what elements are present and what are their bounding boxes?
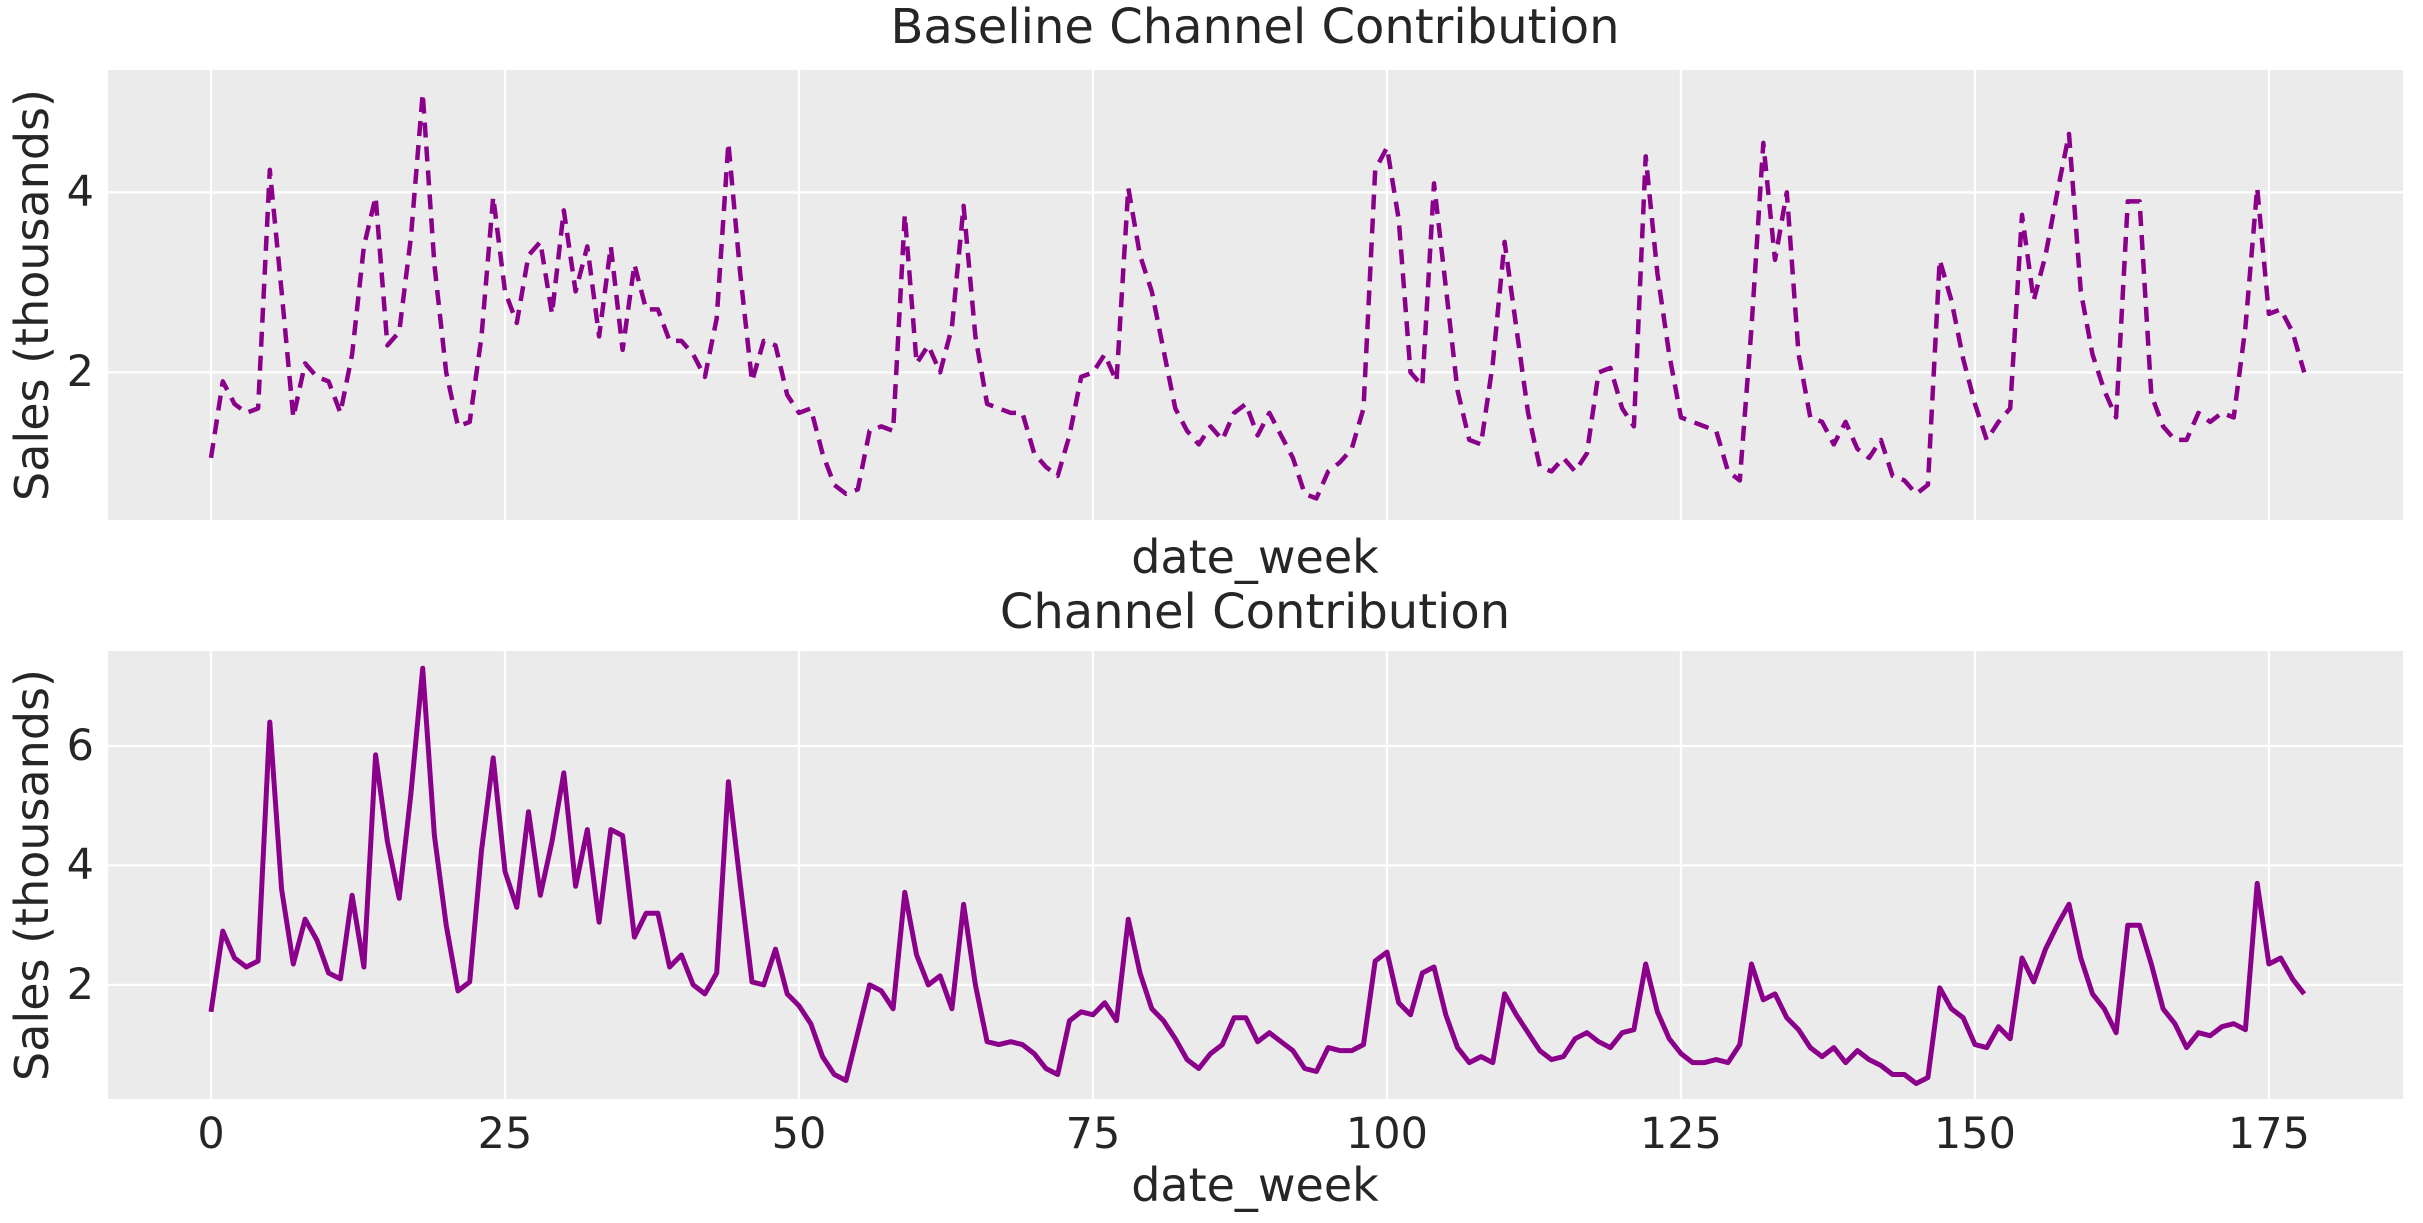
chart-1-title: Baseline Channel Contribution — [890, 0, 1620, 55]
y-tick-label: 2 — [66, 347, 94, 398]
chart-1-ylabel: Sales (thousands) — [5, 89, 59, 501]
series-line-2 — [208, 665, 2307, 1086]
chart-2-ylabel: Sales (thousands) — [5, 669, 59, 1081]
chart-2-title: Channel Contribution — [999, 584, 1511, 640]
plot-area — [108, 651, 2403, 1099]
y-tick-label: 2 — [66, 959, 94, 1010]
chart-2-xlabel: date_week — [1131, 1158, 1379, 1212]
x-tick-label: 0 — [197, 1109, 225, 1159]
y-tick-label: 4 — [66, 167, 94, 218]
chart-1-xlabel: date_week — [1131, 530, 1379, 584]
x-tick-label: 125 — [1639, 1109, 1722, 1159]
y-tick-label: 6 — [66, 720, 94, 771]
x-tick-label: 175 — [2227, 1109, 2310, 1159]
plot-area — [108, 70, 2403, 520]
series-line-1 — [208, 91, 2307, 501]
x-tick-label: 25 — [477, 1109, 533, 1159]
x-tick-label: 50 — [771, 1109, 827, 1159]
x-tick-label: 100 — [1345, 1109, 1429, 1159]
x-tick-label: 150 — [1933, 1109, 2016, 1159]
y-tick-label: 4 — [66, 840, 94, 891]
x-tick-label: 75 — [1065, 1109, 1121, 1159]
